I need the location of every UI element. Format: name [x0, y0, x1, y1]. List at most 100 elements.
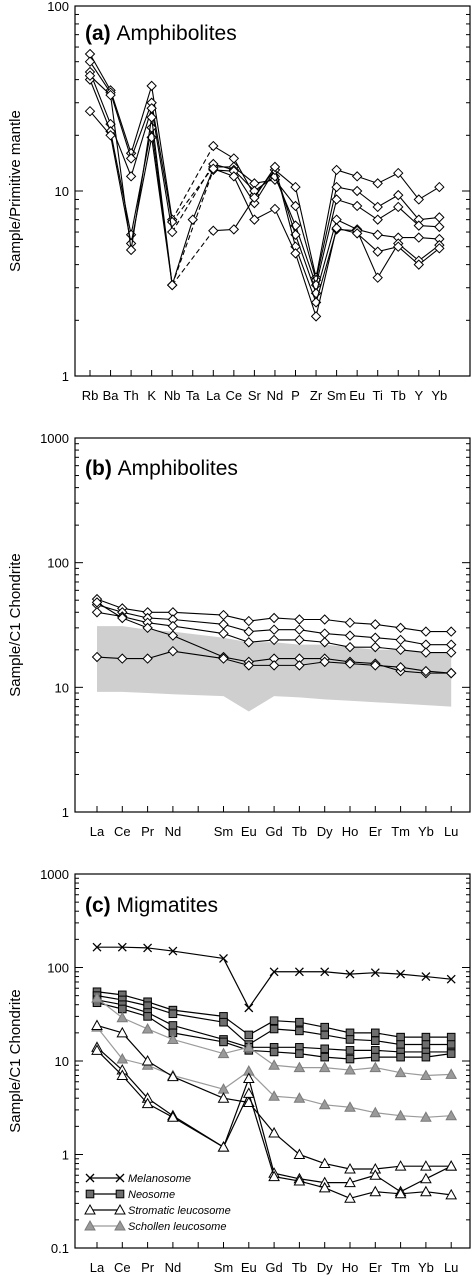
- x-tick-label: P: [291, 388, 300, 403]
- data-point: [370, 632, 381, 643]
- series-line: [294, 234, 317, 294]
- data-point: [290, 248, 301, 259]
- y-tick-label: 100: [47, 961, 69, 976]
- panel-tag: (b): [85, 457, 118, 480]
- x-tick-label: Er: [369, 824, 383, 839]
- x-tick-label: Yb: [418, 824, 434, 839]
- series-line: [274, 166, 297, 247]
- legend-marker: [115, 1173, 125, 1183]
- data-point: [396, 1040, 405, 1049]
- x-tick-label: Er: [369, 1260, 383, 1275]
- data-point: [318, 1061, 331, 1073]
- series-line: [299, 1178, 325, 1184]
- data-point: [371, 1036, 380, 1045]
- data-point: [351, 171, 363, 182]
- series-line: [425, 1115, 452, 1118]
- x-tick-label: La: [90, 824, 105, 839]
- series-line: [151, 102, 173, 223]
- series-line: [349, 972, 376, 975]
- x-tick-label: Yb: [418, 1260, 434, 1275]
- x-tick-label: Ce: [114, 824, 131, 839]
- data-point: [421, 1032, 431, 1042]
- data-point: [269, 1024, 279, 1034]
- data-point: [91, 992, 103, 1003]
- series-line: [213, 145, 235, 159]
- data-point: [91, 597, 103, 608]
- series-line: [294, 253, 317, 317]
- x-tick-label: Tm: [391, 1260, 410, 1275]
- x-tick-label: Gd: [265, 1260, 282, 1275]
- series-line: [400, 973, 426, 978]
- data-point: [118, 1004, 127, 1014]
- series-line: [172, 611, 224, 616]
- data-point: [318, 1157, 331, 1169]
- x-tick-label: Ta: [186, 388, 201, 403]
- data-point: [369, 1061, 382, 1073]
- data-point: [351, 185, 363, 197]
- x-tick-label: Lu: [444, 1260, 458, 1275]
- series-line: [356, 230, 379, 278]
- y-tick-label: 0.1: [51, 1241, 69, 1256]
- data-point: [146, 112, 157, 123]
- series-line: [315, 219, 338, 294]
- series-line: [171, 145, 214, 220]
- data-point: [269, 1016, 279, 1025]
- data-point: [228, 224, 240, 235]
- x-tick-label: Eu: [241, 1260, 257, 1275]
- data-point: [217, 1141, 230, 1152]
- series-line: [223, 614, 249, 622]
- data-point: [344, 658, 356, 669]
- data-point: [344, 1162, 356, 1174]
- data-point: [142, 622, 153, 634]
- data-point: [116, 1069, 129, 1080]
- data-point: [269, 161, 281, 173]
- series-line: [130, 108, 153, 177]
- data-point: [394, 1160, 407, 1171]
- y-axis-label: Sample/C1 Chondrite: [7, 553, 24, 696]
- data-point: [218, 609, 229, 621]
- data-point: [167, 645, 179, 657]
- x-tick-label: La: [206, 388, 221, 403]
- data-point: [143, 943, 153, 953]
- series-line: [400, 1072, 426, 1077]
- panel-tag: (c): [85, 894, 117, 917]
- data-point: [208, 225, 219, 236]
- data-point: [249, 214, 260, 225]
- series-line: [294, 205, 317, 281]
- series-line: [110, 90, 132, 154]
- data-point: [434, 212, 445, 223]
- series-line: [223, 623, 249, 633]
- x-tick-label: Rb: [82, 388, 99, 403]
- data-point: [295, 1017, 304, 1027]
- series-line: [274, 1095, 300, 1099]
- data-point: [219, 1037, 228, 1047]
- data-point: [293, 1148, 306, 1159]
- data-point: [290, 200, 301, 212]
- data-point: [117, 653, 128, 664]
- data-point: [268, 1090, 280, 1101]
- data-point: [413, 220, 425, 231]
- series-line: [172, 1032, 224, 1043]
- y-tick-label: 1000: [40, 867, 69, 882]
- y-axis-label: Sample/Primitive mantle: [7, 110, 24, 272]
- y-axis-label: Sample/C1 Chondrite: [7, 989, 24, 1132]
- series-line: [233, 176, 255, 220]
- series-line: [315, 199, 338, 286]
- data-point: [294, 967, 304, 977]
- data-point: [371, 1028, 380, 1038]
- series-line: [397, 206, 420, 227]
- data-point: [242, 1041, 255, 1052]
- data-point: [445, 647, 457, 658]
- data-point: [369, 1185, 382, 1197]
- data-point: [268, 1126, 280, 1138]
- series-line: [147, 947, 173, 952]
- data-point: [370, 641, 381, 653]
- data-point: [269, 203, 281, 215]
- series-line: [172, 1013, 224, 1023]
- data-point: [116, 1052, 129, 1064]
- x-tick-label: Ho: [342, 824, 359, 839]
- data-point: [84, 70, 96, 81]
- data-point: [345, 1035, 355, 1044]
- data-point: [434, 221, 445, 233]
- data-point: [166, 279, 178, 291]
